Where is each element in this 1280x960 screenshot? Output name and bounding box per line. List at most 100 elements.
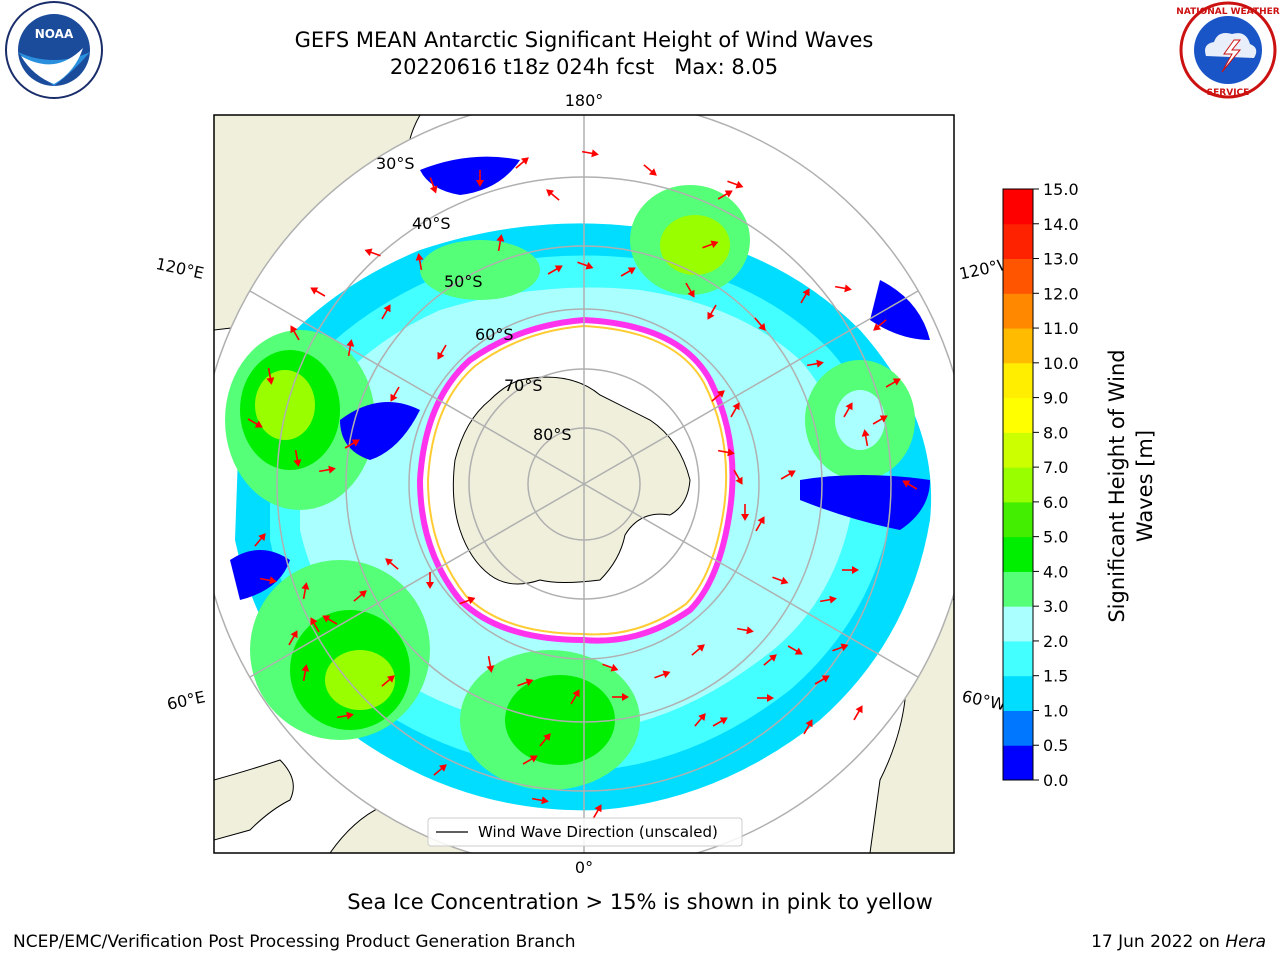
- colorbar-swatch: [1003, 571, 1033, 607]
- wind-wave-arrow: [364, 248, 381, 257]
- wind-wave-arrow: [577, 261, 594, 270]
- wind-wave-arrow: [547, 265, 563, 275]
- colorbar-tick-label: 12.0: [1043, 284, 1079, 303]
- wind-wave-arrow: [381, 675, 395, 687]
- wind-wave-arrow: [842, 566, 859, 574]
- colorbar-swatch: [1003, 640, 1033, 677]
- wind-wave-arrow: [834, 284, 852, 293]
- colorbar: 0.0 0.5 1.0 1.5 2.0 3.0 4.0 5.0 6.0 7.0 8.0 9.0 10.0…: [1002, 180, 1079, 790]
- wind-wave-arrow: [570, 689, 580, 705]
- colorbar-swatch: [1003, 536, 1033, 572]
- lat-label-80s: 80°S: [533, 425, 572, 444]
- wind-wave-arrow: [592, 804, 602, 820]
- wind-wave-arrow: [496, 234, 505, 252]
- wind-wave-arrow: [310, 617, 320, 633]
- legend-label: Wind Wave Direction (unscaled): [478, 823, 718, 841]
- wind-wave-arrow: [310, 287, 326, 297]
- wind-wave-arrow: [832, 643, 849, 652]
- colorbar-tick-label: 7.0: [1043, 458, 1068, 477]
- wind-wave-arrow: [288, 630, 298, 646]
- wind-wave-arrow: [691, 644, 705, 656]
- wind-wave-arrow: [381, 304, 391, 320]
- lon-label-60w: 60°W: [960, 687, 1007, 715]
- wind-wave-arrow: [872, 415, 888, 425]
- lat-label-40s: 40°S: [412, 214, 451, 233]
- wind-wave-arrow: [707, 304, 717, 320]
- national-weather-service-logo-icon: NATIONAL WEATHER SERVICE: [1176, 1, 1280, 99]
- colorbar-tick-label: 10.0: [1043, 354, 1079, 373]
- colorbar-tick-label: 2.0: [1043, 632, 1068, 651]
- wind-wave-arrow: [654, 670, 671, 679]
- wind-wave-arrow: [694, 713, 706, 727]
- colorbar-swatch: [1003, 293, 1033, 329]
- wind-wave-arrow: [702, 240, 719, 249]
- wind-wave-arrow: [486, 655, 495, 673]
- colorbar-tick-label: 1.5: [1043, 667, 1068, 686]
- footer-date: 17 Jun 2022 on Hera: [1091, 932, 1266, 952]
- wind-wave-arrow: [336, 711, 354, 720]
- colorbar-tick-label: 6.0: [1043, 493, 1068, 512]
- wind-wave-arrow: [754, 317, 766, 331]
- colorbar-swatch: [1003, 223, 1033, 260]
- colorbar-swatch: [1003, 710, 1033, 746]
- colorbar-label-line1: Significant Height of Wind: [1105, 349, 1129, 622]
- noaa-logo-text: NOAA: [35, 27, 74, 41]
- colorbar-tick-label: 4.0: [1043, 562, 1068, 581]
- chart-title: GEFS MEAN Antarctic Significant Height o…: [294, 28, 874, 52]
- wind-wave-arrow: [433, 764, 447, 776]
- wind-wave-arrow: [429, 177, 438, 194]
- wind-wave-arrow: [247, 418, 263, 428]
- wind-wave-arrow: [437, 344, 447, 360]
- wind-wave-arrow: [531, 796, 549, 805]
- colorbar-tick-label: 13.0: [1043, 250, 1079, 269]
- colorbar-swatch: [1003, 675, 1033, 711]
- wind-wave-arrow: [459, 596, 476, 605]
- footer-credit: NCEP/EMC/Verification Post Processing Pr…: [13, 932, 576, 952]
- lat-label-70s: 70°S: [504, 376, 543, 395]
- lat-label-60s: 60°S: [475, 325, 514, 344]
- chart-subtitle: 20220616 t18z 024h fcst Max: 8.05: [389, 55, 779, 79]
- wind-wave-arrow: [346, 339, 355, 357]
- wind-wave-arrow: [717, 448, 735, 457]
- colorbar-swatch: [1003, 397, 1033, 433]
- wind-wave-arrow: [803, 719, 813, 735]
- wind-wave-arrow: [843, 402, 853, 418]
- wind-wave-arrow: [612, 693, 629, 701]
- colorbar-tick-label: 0.0: [1043, 771, 1068, 790]
- wind-wave-arrow: [301, 582, 310, 600]
- wind-wave-arrow: [727, 180, 744, 189]
- wind-wave-arrow: [353, 590, 367, 602]
- wind-wave-arrow: [772, 576, 789, 585]
- wind-wave-arrow: [517, 678, 534, 687]
- colorbar-tick-label: 1.0: [1043, 701, 1068, 720]
- colorbar-swatch: [1003, 501, 1033, 538]
- colorbar-swatch: [1003, 432, 1033, 468]
- wind-wave-arrow: [763, 654, 777, 666]
- colorbar-swatch: [1003, 189, 1033, 225]
- wind-wave-arrow: [602, 663, 619, 672]
- colorbar-tick-label: 14.0: [1043, 215, 1079, 234]
- wind-wave-arrow: [290, 325, 300, 341]
- wind-wave-arrow: [685, 282, 695, 298]
- wind-wave-arrow: [730, 402, 740, 418]
- wind-wave-arrow: [385, 558, 399, 570]
- wind-wave-arrow: [293, 449, 302, 467]
- map-legend: Wind Wave Direction (unscaled): [427, 817, 743, 847]
- colorbar-tick-label: 8.0: [1043, 423, 1068, 442]
- colorbar-swatch: [1003, 362, 1033, 399]
- wind-wave-arrow: [259, 576, 277, 585]
- wind-wave-arrow: [301, 664, 310, 682]
- colorbar-swatch: [1003, 258, 1033, 294]
- wind-wave-arrow: [902, 480, 918, 490]
- colorbar-swatch: [1003, 606, 1033, 642]
- colorbar-tick-label: 15.0: [1043, 180, 1079, 199]
- wind-wave-arrow: [780, 470, 796, 480]
- wind-wave-arrow: [390, 386, 400, 402]
- colorbar-tick-label: 9.0: [1043, 389, 1068, 408]
- wind-wave-arrow: [736, 626, 754, 635]
- svg-text:NATIONAL WEATHER: NATIONAL WEATHER: [1176, 7, 1279, 17]
- colorbar-tick-label: 0.5: [1043, 736, 1068, 755]
- wind-wave-arrow: [539, 733, 551, 747]
- footer-date-text: 17 Jun 2022 on: [1091, 932, 1226, 952]
- svg-text:SERVICE: SERVICE: [1207, 88, 1250, 98]
